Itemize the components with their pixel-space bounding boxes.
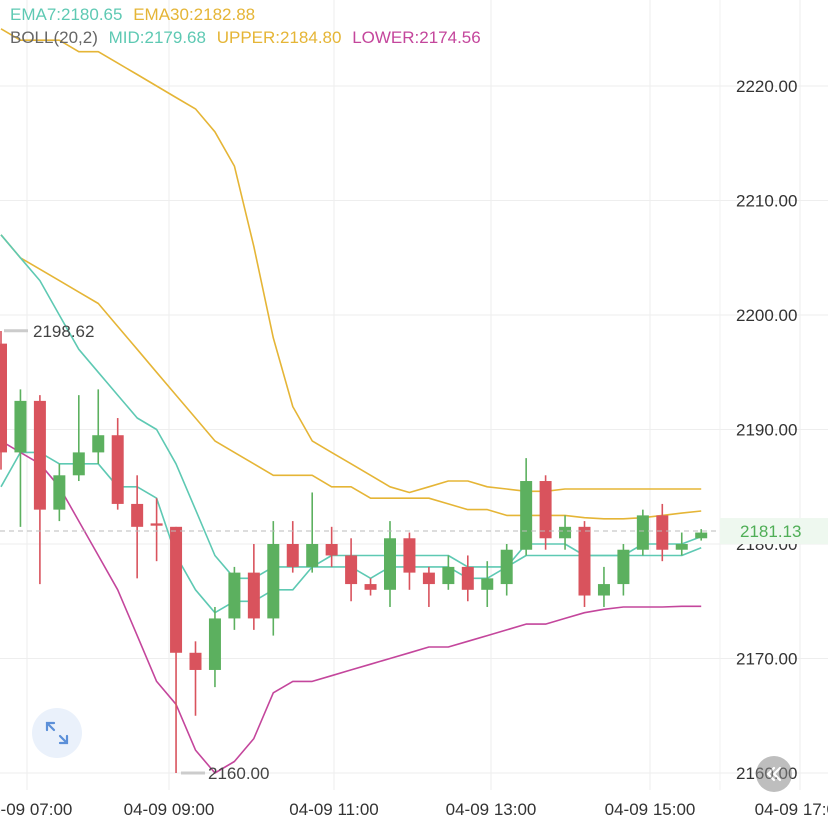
legend-boll-mid: MID:2179.68 xyxy=(108,28,206,47)
candle-body xyxy=(500,549,513,585)
candles xyxy=(0,331,708,773)
y-tick-label: 2170.00 xyxy=(736,650,797,669)
candle-body xyxy=(578,526,591,596)
candle-body xyxy=(208,618,221,670)
candle-body xyxy=(481,578,494,590)
candle-body xyxy=(539,481,552,539)
double-chevron-left-icon xyxy=(766,766,782,782)
y-tick-label: 2210.00 xyxy=(736,192,797,211)
candle-body xyxy=(72,452,85,476)
candle-body xyxy=(286,544,299,567)
x-tick-label: 04-09 07:00 xyxy=(0,800,72,819)
candle-body xyxy=(597,584,610,596)
legend-ema: EMA7:2180.65 EMA30:2182.88 xyxy=(10,4,261,26)
candle-body xyxy=(267,544,280,619)
candle-body xyxy=(189,652,202,670)
x-tick-label: 04-09 17:00 xyxy=(755,800,828,819)
y-tick-label: 2220.00 xyxy=(736,77,797,96)
candle-body xyxy=(403,538,416,573)
candle-body xyxy=(325,544,338,556)
legend-boll-lower: LOWER:2174.56 xyxy=(352,28,481,47)
last-price-label: 2181.13 xyxy=(740,522,801,541)
candle-body xyxy=(461,566,474,590)
candle-body xyxy=(247,572,260,619)
x-tick-label: 04-09 11:00 xyxy=(289,800,378,819)
candle-body xyxy=(656,515,669,550)
scroll-back-button[interactable] xyxy=(756,756,792,792)
boll-mid-line xyxy=(0,234,702,580)
candle-body xyxy=(520,481,533,550)
low-price-label: 2160.00 xyxy=(208,764,269,783)
indicator-lines xyxy=(0,28,702,774)
gridlines xyxy=(0,0,828,790)
candle-body xyxy=(442,566,455,585)
legend-boll-upper: UPPER:2184.80 xyxy=(216,28,342,47)
candle-body xyxy=(695,532,708,539)
candle-body xyxy=(111,435,124,504)
candle-body xyxy=(306,544,319,567)
candle-body xyxy=(228,572,241,619)
ema30-line xyxy=(0,234,702,520)
candle-body xyxy=(92,435,105,453)
legend-boll: BOLL(20,2) MID:2179.68 UPPER:2184.80 LOW… xyxy=(10,27,487,49)
candle-body xyxy=(131,503,144,527)
candle-body xyxy=(33,400,46,510)
candle-body xyxy=(384,538,396,590)
expand-icon xyxy=(45,721,69,745)
x-tick-label: 04-09 13:00 xyxy=(446,800,537,819)
y-axis: 2220.002210.002200.002190.002180.002170.… xyxy=(736,77,797,783)
candle-body xyxy=(14,400,27,453)
boll-lower-line xyxy=(0,440,702,774)
legend-ema7: EMA7:2180.65 xyxy=(10,5,123,24)
y-tick-label: 2190.00 xyxy=(736,421,797,440)
candle-body xyxy=(170,526,183,653)
candle-body xyxy=(636,515,649,550)
x-tick-label: 04-09 09:00 xyxy=(124,800,215,819)
candle-body xyxy=(150,523,163,526)
candle-body xyxy=(364,584,377,590)
legend-ema30: EMA30:2182.88 xyxy=(133,5,256,24)
candle-body xyxy=(675,544,688,550)
candle-body xyxy=(0,343,7,453)
candle-body xyxy=(422,572,435,585)
expand-chart-button[interactable] xyxy=(32,708,82,758)
annotations: 2181.13 2198.62 2160.00 xyxy=(0,322,828,783)
high-price-label: 2198.62 xyxy=(33,322,94,341)
y-tick-label: 2200.00 xyxy=(736,306,797,325)
candle-body xyxy=(559,526,572,539)
legend-boll-title: BOLL(20,2) xyxy=(10,28,98,47)
candle-body xyxy=(53,475,66,510)
last-price-badge xyxy=(720,518,828,545)
candle-body xyxy=(617,549,630,585)
candle-body xyxy=(345,555,358,585)
boll-upper-line xyxy=(0,28,702,494)
x-tick-label: 04-09 15:00 xyxy=(605,800,696,819)
x-axis: 04-09 07:00 04-09 09:00 04-09 11:00 04-09 1… xyxy=(0,800,828,819)
